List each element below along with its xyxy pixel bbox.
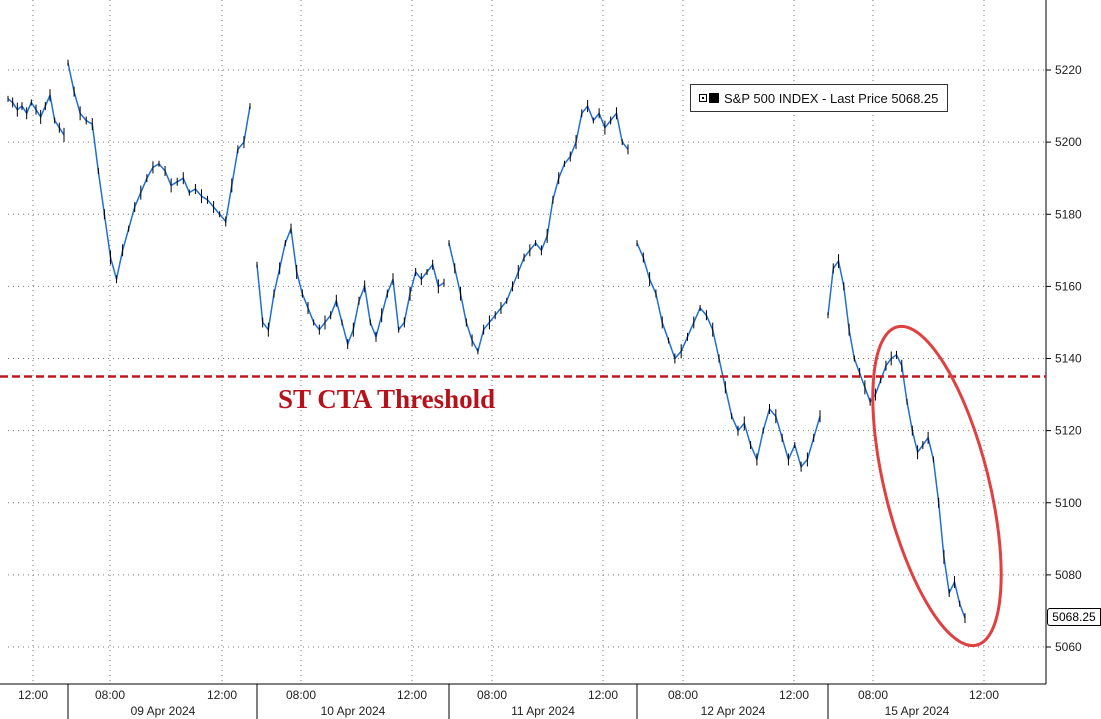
time-tick-label: 08:00 bbox=[95, 688, 125, 702]
legend-label: S&P 500 INDEX - Last Price 5068.25 bbox=[724, 90, 939, 106]
y-tick-label: 5060 bbox=[1055, 640, 1082, 654]
y-tick-label: 5080 bbox=[1055, 568, 1082, 582]
time-tick-label: 12:00 bbox=[397, 688, 427, 702]
y-tick-label: 5220 bbox=[1055, 63, 1082, 77]
y-tick-label: 5180 bbox=[1055, 207, 1082, 221]
legend-swatch-icon bbox=[709, 93, 719, 103]
date-label: 09 Apr 2024 bbox=[131, 704, 196, 718]
price-line-segment bbox=[636, 242, 821, 469]
y-tick-label: 5140 bbox=[1055, 352, 1082, 366]
date-label: 15 Apr 2024 bbox=[885, 704, 950, 718]
date-label: 10 Apr 2024 bbox=[321, 704, 386, 718]
price-series bbox=[7, 59, 966, 624]
price-line-segment bbox=[67, 62, 251, 280]
x-axis: 12:00 08:00 12:00 08:00 12:00 08:00 12:00 08:00… bbox=[0, 683, 1046, 719]
threshold-label: ST CTA Threshold bbox=[278, 384, 496, 414]
time-tick-label: 08:00 bbox=[858, 688, 888, 702]
y-tick-label: 5160 bbox=[1055, 279, 1082, 293]
time-tick-label: 12:00 bbox=[779, 688, 809, 702]
price-line-segment bbox=[827, 259, 966, 619]
price-line-segment bbox=[448, 104, 629, 354]
date-label: 12 Apr 2024 bbox=[701, 704, 766, 718]
time-tick-label: 08:00 bbox=[668, 688, 698, 702]
time-tick-label: 12:00 bbox=[969, 688, 999, 702]
annotation-ellipse bbox=[871, 324, 1003, 648]
legend-marker-icon bbox=[699, 94, 707, 102]
price-line-segment bbox=[256, 225, 445, 347]
y-tick-label: 5120 bbox=[1055, 424, 1082, 438]
price-line-segment bbox=[7, 92, 65, 136]
time-tick-label: 12:00 bbox=[588, 688, 618, 702]
time-tick-label: 08:00 bbox=[477, 688, 507, 702]
date-label: 11 Apr 2024 bbox=[511, 704, 575, 718]
last-price-tag: 5068.25 bbox=[1047, 608, 1101, 626]
time-tick-label: 08:00 bbox=[286, 688, 316, 702]
y-axis: 5060 5080 5100 5120 5140 5160 5180 5200 5220 bbox=[1045, 0, 1082, 684]
legend: S&P 500 INDEX - Last Price 5068.25 bbox=[690, 84, 948, 112]
y-tick-label: 5100 bbox=[1055, 496, 1082, 510]
time-tick-label: 12:00 bbox=[207, 688, 237, 702]
y-tick-label: 5200 bbox=[1055, 135, 1082, 149]
time-tick-label: 12:00 bbox=[18, 688, 48, 702]
